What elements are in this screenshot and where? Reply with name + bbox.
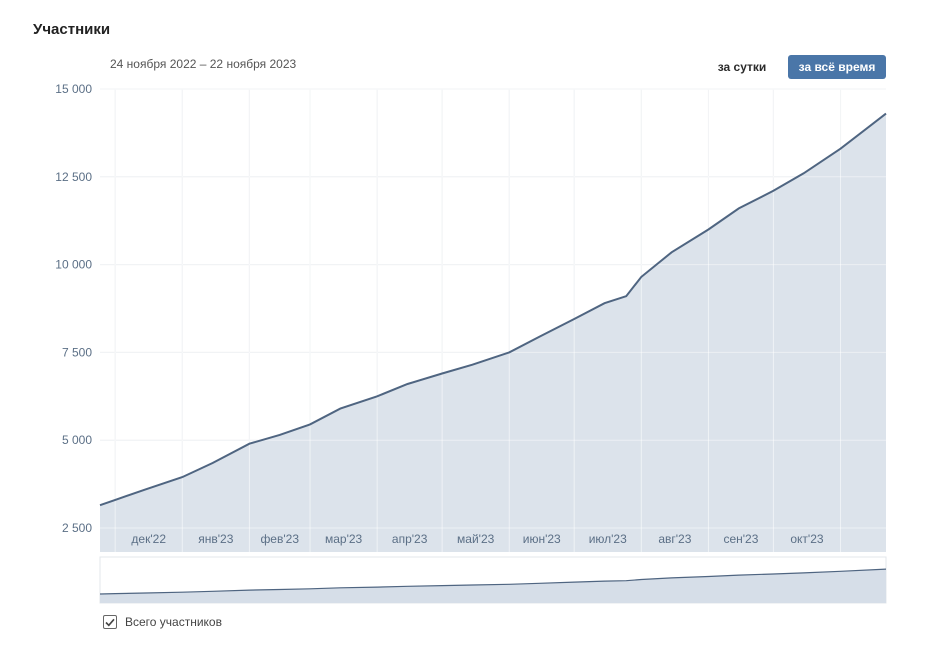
legend-label: Всего участников (125, 615, 222, 629)
x-tick-label: апр'23 (392, 532, 428, 546)
series-line (99, 112, 887, 507)
checkbox[interactable] (103, 615, 117, 629)
x-axis: дек'22 янв'23 фев'23 мар'23 апр'23 май'23 июн'… (131, 532, 823, 546)
y-tick-label: 7 500 (62, 345, 92, 359)
period-day-button[interactable]: за сутки (717, 60, 767, 74)
x-tick-label: дек'22 (131, 532, 166, 546)
navigator-line (99, 568, 887, 595)
x-tick-label: май'23 (457, 532, 495, 546)
x-tick-label: окт'23 (790, 532, 824, 546)
chart-title: Участники (33, 21, 111, 38)
x-tick-label: авг'23 (658, 532, 691, 546)
check-icon (105, 618, 115, 626)
x-tick-label: июл'23 (589, 532, 627, 546)
x-tick-label: янв'23 (198, 532, 233, 546)
series-area (99, 88, 887, 552)
series-area-fill (100, 113, 886, 552)
y-tick-label: 2 500 (62, 521, 92, 535)
x-tick-label: мар'23 (325, 532, 363, 546)
y-tick-label: 15 000 (55, 82, 92, 96)
x-tick-label: фев'23 (260, 532, 299, 546)
x-tick-label: сен'23 (723, 532, 758, 546)
period-all-time-button[interactable]: за всё время (788, 55, 886, 79)
x-tick-label: июн'23 (523, 532, 561, 546)
y-tick-label: 12 500 (55, 170, 92, 184)
y-axis: 15 000 12 500 10 000 7 500 5 000 2 500 (55, 82, 92, 535)
y-tick-label: 5 000 (62, 433, 92, 447)
legend-item-total-members[interactable]: Всего участников (103, 615, 222, 629)
date-range: 24 ноября 2022 – 22 ноября 2023 (110, 57, 297, 71)
y-tick-label: 10 000 (55, 258, 92, 272)
range-navigator[interactable] (99, 556, 887, 604)
